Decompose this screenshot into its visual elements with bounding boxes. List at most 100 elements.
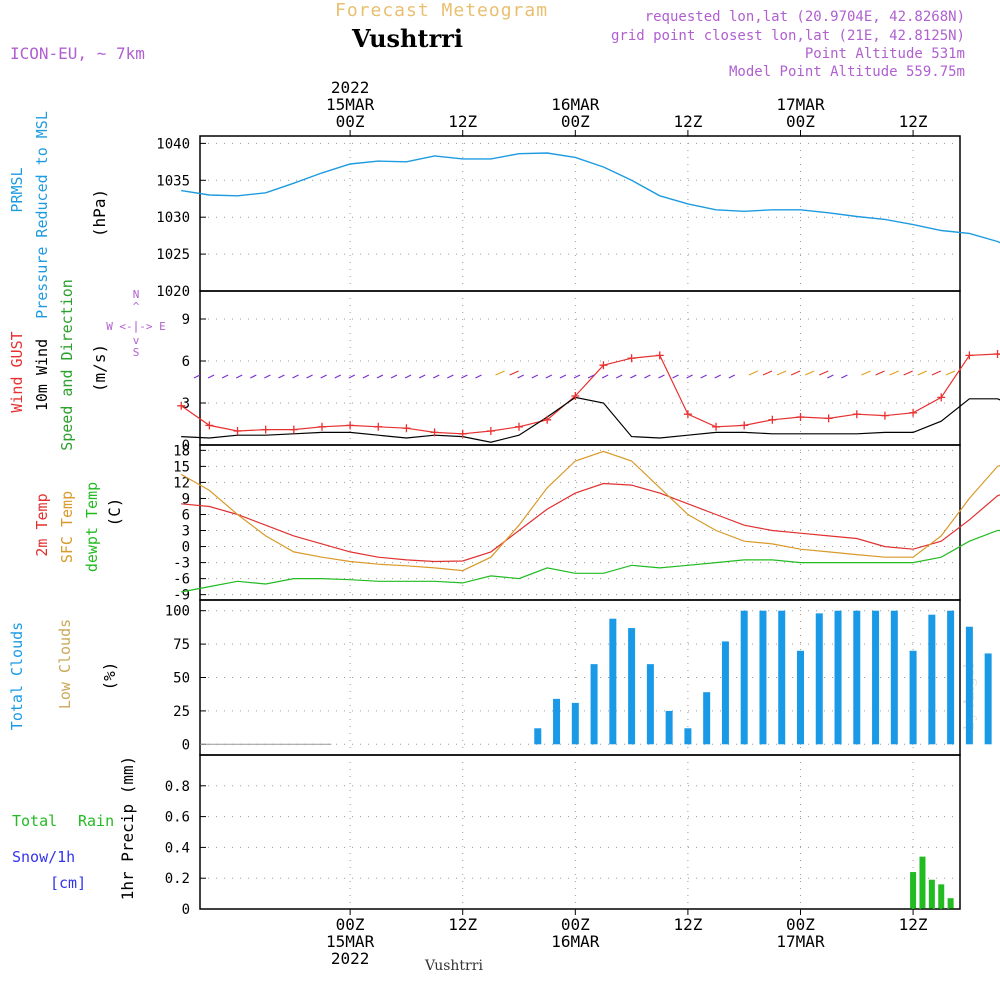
top-xtick-label: 00Z	[336, 112, 365, 131]
wind-direction-arrow	[432, 374, 440, 379]
clouds-frame	[199, 599, 961, 756]
top-xtick-label: 2022	[331, 78, 370, 97]
total-cloud-bar	[965, 626, 973, 745]
total-cloud-bar	[628, 628, 636, 745]
precip-snow-unit: [cm]	[50, 874, 86, 892]
wind-direction-arrow	[714, 374, 722, 379]
wind-ytick-label: 9	[182, 312, 190, 328]
gust-marker	[993, 350, 1000, 358]
gust-marker	[177, 401, 186, 410]
gust-marker	[627, 354, 636, 363]
bottom-xtick-label: 12Z	[899, 915, 928, 934]
precip-ytick-label: 0.6	[165, 810, 190, 826]
clouds-ytick-label: 0	[182, 737, 190, 753]
total-cloud-bar	[984, 653, 992, 745]
wind-direction-arrow	[348, 374, 356, 379]
wind-label: 10m Wind	[33, 339, 51, 411]
temperature-ytick-label: -6	[173, 572, 190, 588]
gust-marker	[571, 392, 580, 400]
wind-direction-arrow	[573, 374, 581, 379]
gust-marker	[374, 422, 383, 431]
gust-marker	[965, 351, 974, 360]
pressure-line	[181, 152, 1000, 244]
wind-direction-arrow	[475, 374, 482, 379]
gust-marker	[740, 421, 749, 430]
total-cloud-bar	[759, 610, 767, 745]
wind-direction-arrow	[615, 374, 623, 379]
bottom-xtick-label: 00Z	[786, 915, 815, 934]
wind-direction-arrow	[601, 374, 609, 379]
top-xtick-label: 16MAR	[551, 95, 600, 114]
chart-title: Vushtrri	[352, 24, 463, 53]
top-xtick-label: 12Z	[673, 112, 702, 131]
gust-marker	[515, 422, 524, 431]
precip-ytick-label: 0.4	[165, 840, 190, 856]
gust-marker	[880, 411, 889, 420]
gust-marker	[683, 410, 692, 419]
wind-direction-arrow	[531, 374, 539, 379]
precip-ytick-label: 0	[182, 902, 190, 918]
total-cloud-bar	[890, 610, 898, 745]
total-cloud-bar	[703, 692, 711, 745]
gust-marker	[430, 428, 439, 437]
wind-direction-arrow	[700, 374, 707, 379]
total-cloud-bar	[590, 664, 598, 745]
wind-direction-arrow	[404, 374, 412, 379]
wind-direction-arrow	[193, 374, 201, 379]
wind-direction-arrow	[644, 374, 651, 379]
wind-direction-arrow	[264, 374, 271, 379]
requested-coords: requested lon,lat (20.9704E, 42.8268N)	[644, 9, 965, 25]
point-altitude: Point Altitude 531m	[804, 46, 965, 62]
grid-coords: grid point closest lon,lat (21E, 42.8125…	[610, 28, 965, 44]
gust-line	[180, 353, 1000, 435]
total-cloud-bar	[947, 610, 955, 745]
wind-direction-arrow	[587, 374, 595, 379]
gust-label: Wind GUST	[8, 331, 26, 412]
gust-marker	[768, 415, 777, 424]
top-xtick-label: 12Z	[899, 112, 928, 131]
temperature-ytick-label: 0	[182, 540, 190, 556]
precip-bar	[938, 884, 945, 909]
wind-direction-arrow	[517, 374, 524, 379]
gust-marker	[543, 415, 552, 424]
compass-bar: |	[133, 319, 140, 332]
wind-direction-arrow	[841, 374, 848, 379]
wind-direction-arrow	[748, 370, 759, 376]
wind-direction-arrow	[418, 374, 426, 379]
pressure-label-long: Pressure Reduced to MSL	[33, 111, 51, 319]
gust-marker	[909, 408, 918, 417]
wind-direction-arrow	[875, 370, 885, 376]
wind-direction-arrow	[545, 374, 553, 379]
direction-label: Speed and Direction	[58, 279, 76, 451]
precip-bar	[919, 856, 926, 909]
gust-marker	[655, 351, 664, 360]
gust-marker	[402, 424, 411, 433]
temp-sfc-line	[180, 450, 1000, 572]
precip-ytick-label: 0.2	[165, 871, 190, 887]
model-point-altitude: Model Point Altitude 559.75m	[728, 64, 965, 80]
pressure-ytick-label: 1025	[156, 247, 190, 263]
wind-ytick-label: 3	[182, 396, 190, 412]
gust-marker	[458, 429, 467, 438]
top-xtick-label: 00Z	[561, 112, 590, 131]
wind-direction-arrow	[827, 374, 834, 379]
clouds-ytick-label: 75	[173, 637, 190, 653]
low-clouds-label: Low Clouds	[56, 619, 74, 709]
wind-direction-arrow	[306, 374, 313, 379]
bottom-xtick-label: 2022	[331, 949, 370, 968]
total-clouds-label: Total Clouds	[8, 622, 26, 730]
gust-marker	[261, 425, 270, 434]
total-cloud-bar	[909, 650, 917, 745]
gust-marker	[824, 414, 833, 423]
compass-we: W <-|-> E	[106, 320, 166, 333]
wind-direction-arrow	[931, 370, 942, 376]
gust-marker	[317, 422, 326, 431]
wind-direction-arrow	[819, 370, 829, 376]
clouds-unit: (%)	[100, 662, 119, 691]
bottom-xtick-label: 12Z	[673, 915, 702, 934]
precip-bar	[947, 898, 954, 909]
temperature-ytick-label: 12	[173, 475, 190, 491]
top-xtick-label: 17MAR	[776, 95, 825, 114]
pressure-ytick-label: 1035	[156, 173, 190, 189]
